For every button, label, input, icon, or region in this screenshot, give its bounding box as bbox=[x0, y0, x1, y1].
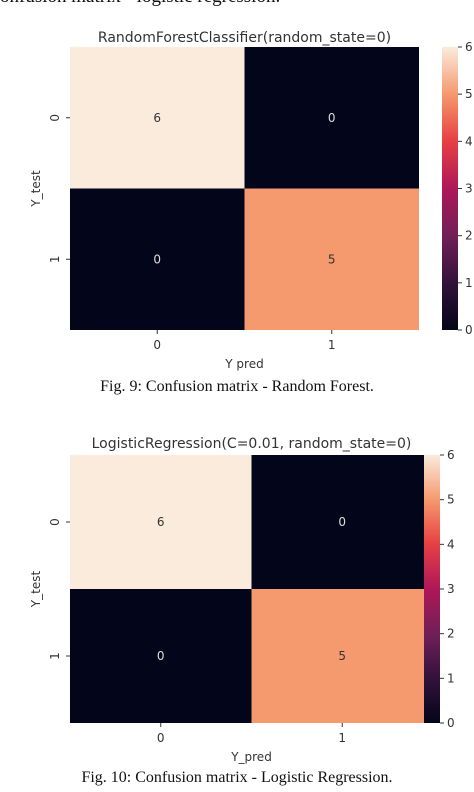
x-tick-label: 0 bbox=[157, 731, 165, 745]
colorbar-tick-label: 2 bbox=[447, 627, 455, 641]
heatmap-cell bbox=[70, 47, 245, 189]
cell-value-label: 6 bbox=[153, 111, 161, 125]
figure-caption-logistic-regression: Fig. 10: Confusion matrix - Logistic Reg… bbox=[81, 769, 393, 786]
heatmap-cell bbox=[70, 589, 252, 723]
colorbar bbox=[442, 47, 458, 330]
y-tick-label: 0 bbox=[48, 518, 62, 526]
heatmap-cell bbox=[70, 455, 252, 589]
colorbar-tick-label: 5 bbox=[447, 493, 455, 507]
x-tick-label: 0 bbox=[153, 338, 161, 352]
colorbar-tick-label: 1 bbox=[465, 276, 473, 290]
cell-value-label: 0 bbox=[328, 111, 336, 125]
y-axis-label: Y_test bbox=[29, 170, 43, 208]
y-tick-label: 0 bbox=[48, 114, 62, 122]
y-tick-label: 1 bbox=[48, 255, 62, 263]
heatmap-cell bbox=[251, 589, 433, 723]
heatmap-cell bbox=[70, 188, 245, 330]
heatmap-cell bbox=[244, 188, 419, 330]
x-tick-label: 1 bbox=[328, 338, 336, 352]
chart-title: RandomForestClassifier(random_state=0) bbox=[98, 30, 391, 46]
y-axis-label: Y_test bbox=[29, 571, 43, 609]
heatmap-cell bbox=[251, 455, 433, 589]
cell-value-label: 0 bbox=[153, 252, 161, 266]
colorbar-tick-label: 0 bbox=[465, 323, 473, 337]
colorbar-tick-label: 0 bbox=[447, 716, 455, 730]
x-axis-label: Y_pred bbox=[230, 750, 272, 764]
chart-title: LogisticRegression(C=0.01, random_state=… bbox=[92, 436, 412, 452]
heatmap-random-forest: RandomForestClassifier(random_state=0) 6 0… bbox=[29, 30, 473, 371]
cell-value-label: 5 bbox=[338, 649, 346, 663]
colorbar-tick-label: 6 bbox=[447, 448, 455, 462]
heatmap-logistic-regression: LogisticRegression(C=0.01, random_state=… bbox=[29, 436, 455, 764]
cell-value-label: 0 bbox=[338, 515, 346, 529]
cell-value-label: 5 bbox=[328, 252, 336, 266]
colorbar-tick-label: 3 bbox=[465, 182, 473, 196]
colorbar-tick-label: 2 bbox=[465, 229, 473, 243]
x-tick-label: 1 bbox=[338, 731, 346, 745]
x-axis-label: Y pred bbox=[224, 357, 263, 371]
colorbar-tick-label: 4 bbox=[447, 537, 455, 551]
top-caption: onfusion matrix - logistic regression. bbox=[0, 0, 280, 8]
y-tick-label: 1 bbox=[48, 652, 62, 660]
colorbar bbox=[424, 455, 440, 723]
colorbar-tick-label: 3 bbox=[447, 582, 455, 596]
figure-caption-random-forest: Fig. 9: Confusion matrix - Random Forest… bbox=[100, 378, 374, 395]
colorbar-tick-label: 5 bbox=[465, 87, 473, 101]
colorbar-tick-label: 1 bbox=[447, 671, 455, 685]
colorbar-tick-label: 6 bbox=[465, 40, 473, 54]
heatmap-cell bbox=[244, 47, 419, 189]
colorbar-tick-label: 4 bbox=[465, 134, 473, 148]
cell-value-label: 6 bbox=[157, 515, 165, 529]
cell-value-label: 0 bbox=[157, 649, 165, 663]
